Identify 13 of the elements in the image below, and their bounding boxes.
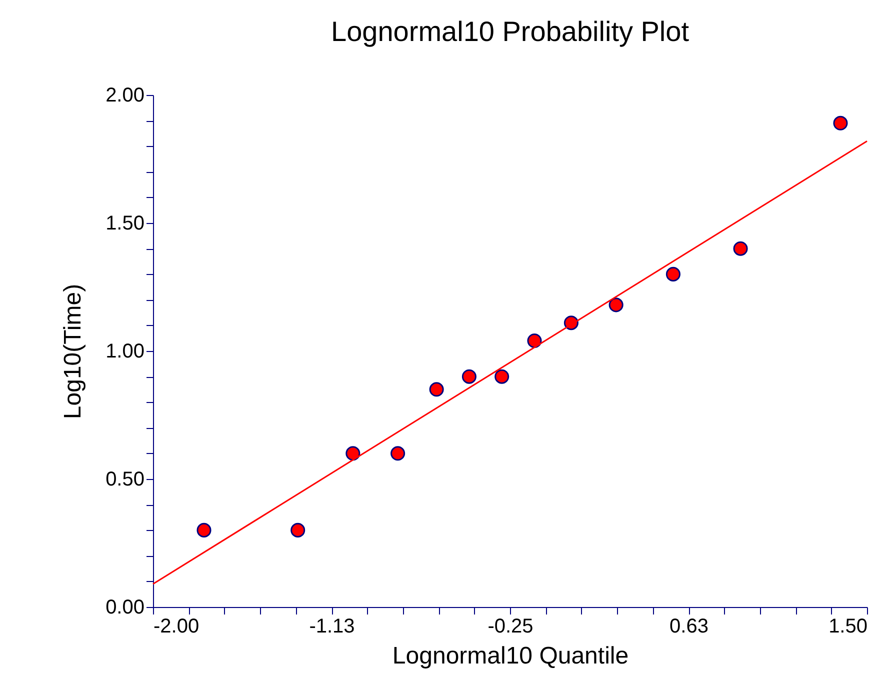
x-tick-label: -0.25 [488, 616, 534, 638]
x-tick-label: -2.00 [154, 616, 200, 638]
y-tick-label: 0.50 [106, 468, 144, 490]
chart-title: Lognormal10 Probability Plot [331, 16, 690, 47]
x-tick-label: -1.13 [309, 616, 355, 638]
y-axis-title: Log10(Time) [60, 284, 87, 420]
x-tick-label: 1.50 [828, 616, 868, 638]
x-tick-label: 0.63 [670, 616, 708, 638]
x-axis-title: Lognormal10 Quantile [392, 642, 629, 670]
y-tick-label: 0.00 [106, 596, 144, 618]
y-tick-label: 1.00 [106, 340, 144, 362]
y-tick-label: 2.00 [106, 84, 144, 106]
y-tick-label: 1.50 [106, 212, 144, 234]
